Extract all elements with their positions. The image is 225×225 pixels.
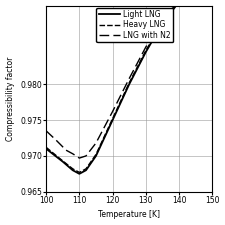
LNG with N2 (128, 77, 130, 80)
Heavy LNG (95, 153, 97, 156)
Heavy LNG (111, 117, 114, 120)
Light LNG (85, 169, 87, 172)
Heavy LNG (61, 160, 64, 162)
Heavy LNG (85, 167, 87, 170)
LNG with N2 (45, 130, 47, 132)
Y-axis label: Compressibility factor: Compressibility factor (6, 56, 15, 141)
Heavy LNG (71, 167, 74, 170)
Light LNG (178, 1, 180, 3)
Heavy LNG (161, 21, 164, 23)
Light LNG (111, 119, 114, 122)
LNG with N2 (144, 46, 147, 48)
X-axis label: Temperature [K]: Temperature [K] (98, 210, 160, 219)
Light LNG (61, 160, 64, 163)
LNG with N2 (78, 157, 81, 160)
LNG with N2 (55, 139, 57, 142)
LNG with N2 (95, 142, 97, 144)
Legend: Light LNG, Heavy LNG, LNG with N2: Light LNG, Heavy LNG, LNG with N2 (97, 7, 173, 42)
Heavy LNG (45, 146, 47, 149)
Light LNG (78, 173, 81, 175)
Light LNG (128, 83, 130, 86)
Line: Heavy LNG: Heavy LNG (46, 0, 212, 172)
Light LNG (45, 147, 47, 150)
Heavy LNG (178, 0, 180, 2)
Heavy LNG (144, 49, 147, 52)
Line: LNG with N2: LNG with N2 (46, 0, 212, 158)
Light LNG (144, 51, 147, 54)
LNG with N2 (161, 18, 164, 21)
Light LNG (95, 155, 97, 157)
LNG with N2 (85, 155, 87, 157)
Light LNG (71, 169, 74, 172)
Heavy LNG (128, 81, 130, 84)
LNG with N2 (65, 149, 68, 152)
Light LNG (161, 22, 164, 25)
LNG with N2 (111, 110, 114, 113)
Heavy LNG (78, 171, 81, 174)
LNG with N2 (75, 155, 77, 157)
LNG with N2 (71, 152, 74, 155)
Line: Light LNG: Light LNG (46, 0, 212, 174)
